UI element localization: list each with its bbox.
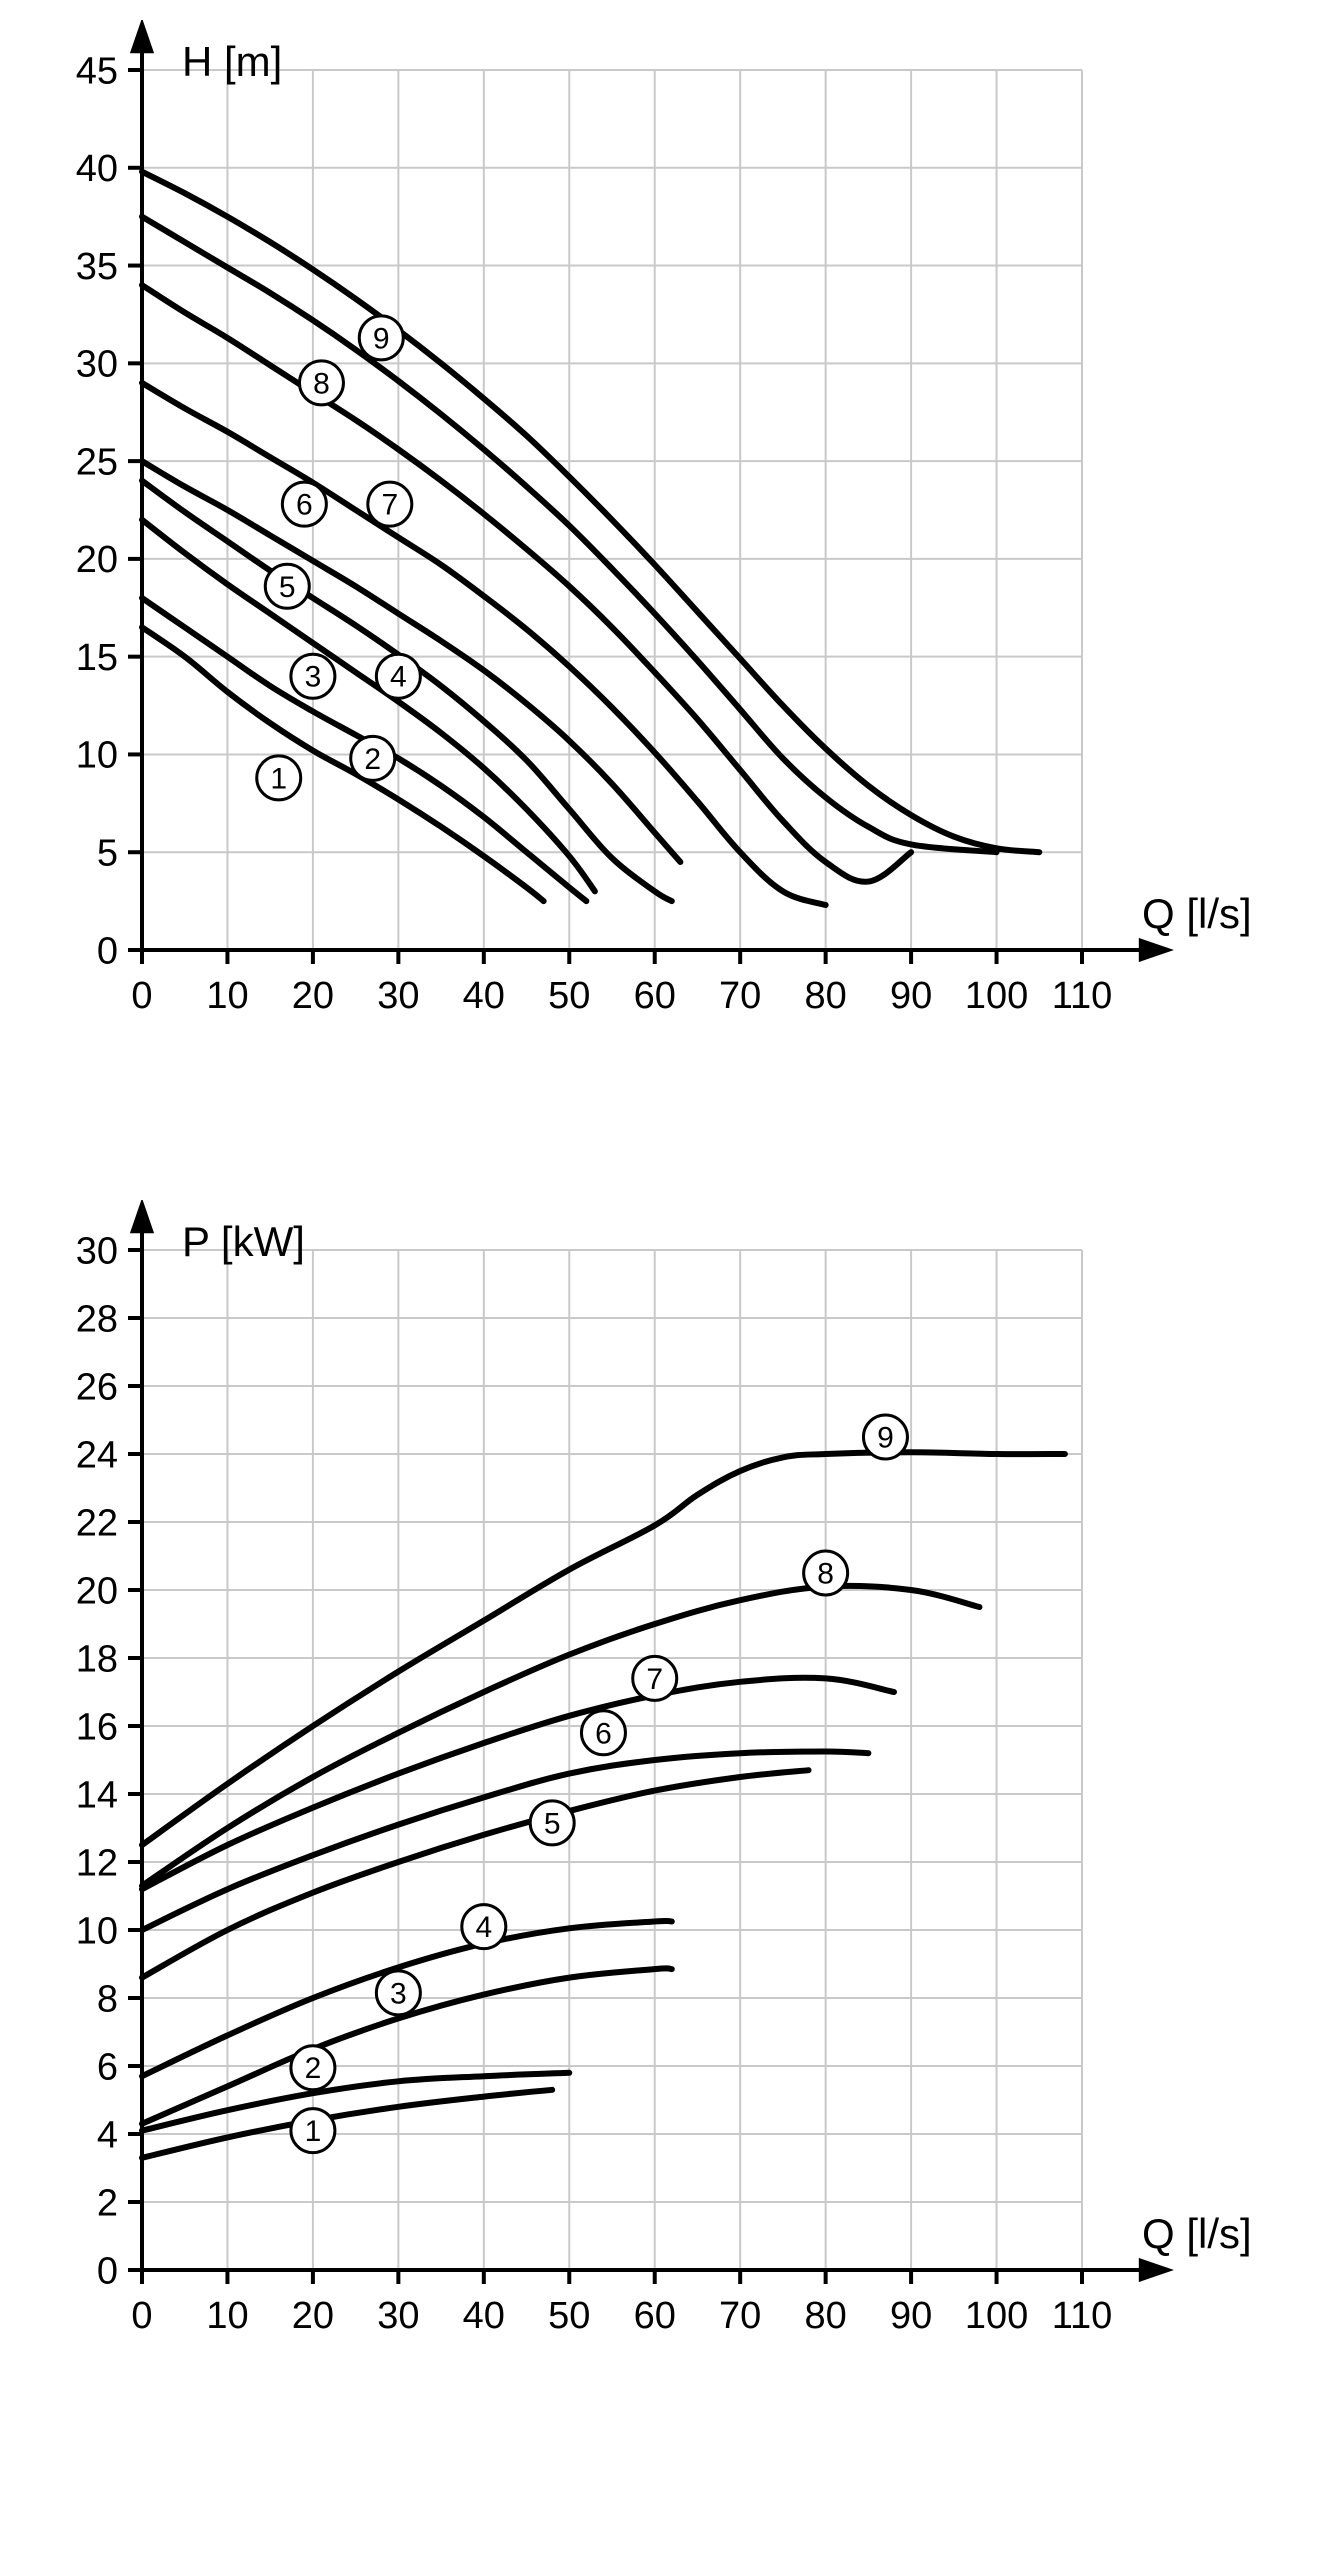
head-xtick-label: 60	[633, 975, 675, 1017]
power-ytick-label: 22	[75, 1502, 117, 1544]
power-y-label: P [kW]	[182, 1218, 305, 1265]
head-badge-label-3: 3	[304, 661, 321, 694]
power-curve-6	[142, 1752, 868, 1931]
power-badges: 1 2 3 4 5 6 7 8 9	[290, 1415, 907, 2153]
head-xtick-label: 110	[1051, 975, 1112, 1017]
head-badge-label-2: 2	[364, 743, 381, 776]
power-ytick-label: 10	[75, 1910, 117, 1952]
power-curve-2	[142, 2073, 569, 2131]
power-ytick-label: 0	[96, 2250, 117, 2292]
power-xtick-label: 70	[719, 2295, 761, 2337]
head-xtick-label: 80	[804, 975, 846, 1017]
power-ytick-label: 28	[75, 1298, 117, 1340]
power-ytick-label: 12	[75, 1842, 117, 1884]
power-badge-label-9: 9	[877, 1422, 894, 1455]
power-ytick-label: 20	[75, 1570, 117, 1612]
power-ytick-label: 14	[75, 1774, 117, 1816]
power-badge-label-6: 6	[595, 1717, 612, 1750]
head-badge-label-1: 1	[270, 762, 287, 795]
head-xtick-label: 10	[206, 975, 248, 1017]
head-badge-label-5: 5	[278, 571, 295, 604]
power-xtick-label: 60	[633, 2295, 675, 2337]
head-xtick-label: 90	[889, 975, 931, 1017]
head-badge-label-8: 8	[313, 367, 330, 400]
head-xtick-label: 20	[291, 975, 333, 1017]
power-ytick-label: 18	[75, 1638, 117, 1680]
power-curve-7	[142, 1678, 894, 1889]
power-badge-label-8: 8	[817, 1558, 834, 1591]
head-badge-label-4: 4	[390, 661, 407, 694]
head-curve-9	[142, 172, 1039, 853]
power-ytick-label: 26	[75, 1366, 117, 1408]
head-ytick-label: 15	[75, 637, 117, 679]
power-xtick-label: 90	[889, 2295, 931, 2337]
head-ytick-label: 20	[75, 539, 117, 581]
power-xtick-label: 100	[964, 2295, 1027, 2337]
power-x-label: Q [l/s]	[1142, 2210, 1252, 2257]
power-badge-label-2: 2	[304, 2052, 321, 2085]
power-curve-9	[142, 1452, 1065, 1845]
power-xtick-label: 80	[804, 2295, 846, 2337]
power-grid	[142, 1250, 1082, 2270]
power-badge-label-3: 3	[390, 1977, 407, 2010]
head-curve-7	[142, 285, 911, 882]
head-y-label: H [m]	[182, 38, 282, 85]
head-xtick-label: 0	[131, 975, 152, 1017]
head-xtick-label: 40	[462, 975, 504, 1017]
head-xtick-label: 100	[964, 975, 1027, 1017]
head-xtick-label: 50	[548, 975, 590, 1017]
power-badge-label-7: 7	[646, 1663, 663, 1696]
power-ytick-label: 24	[75, 1434, 117, 1476]
head-ticks: 0102030405060708090100110051015202530354…	[75, 50, 1112, 1017]
head-x-label: Q [l/s]	[1142, 890, 1252, 937]
power-xtick-label: 40	[462, 2295, 504, 2337]
power-curves	[142, 1452, 1065, 2158]
power-xtick-label: 30	[377, 2295, 419, 2337]
page: 0102030405060708090100110051015202530354…	[0, 0, 1343, 2440]
head-ytick-label: 10	[75, 735, 117, 777]
head-ytick-label: 5	[96, 833, 117, 875]
power-ytick-label: 2	[96, 2182, 117, 2224]
head-chart: 0102030405060708090100110051015202530354…	[32, 20, 1312, 1060]
power-ytick-label: 8	[96, 1978, 117, 2020]
head-xtick-label: 70	[719, 975, 761, 1017]
power-chart: 0102030405060708090100110024681012141618…	[32, 1200, 1312, 2380]
head-xtick-label: 30	[377, 975, 419, 1017]
head-ytick-label: 25	[75, 441, 117, 483]
power-xtick-label: 50	[548, 2295, 590, 2337]
power-ytick-label: 16	[75, 1706, 117, 1748]
power-xtick-label: 110	[1051, 2295, 1112, 2337]
head-ytick-label: 35	[75, 246, 117, 288]
power-badge-label-1: 1	[304, 2115, 321, 2148]
power-ytick-label: 30	[75, 1230, 117, 1272]
head-badge-label-9: 9	[372, 322, 389, 355]
power-badge-label-4: 4	[475, 1911, 492, 1944]
power-xtick-label: 0	[131, 2295, 152, 2337]
power-badge-label-5: 5	[543, 1807, 560, 1840]
head-badge-label-7: 7	[381, 489, 398, 522]
power-ytick-label: 6	[96, 2046, 117, 2088]
head-ytick-label: 30	[75, 344, 117, 386]
head-ytick-label: 40	[75, 148, 117, 190]
head-ytick-label: 0	[96, 930, 117, 972]
head-ytick-label: 45	[75, 50, 117, 92]
power-ytick-label: 4	[96, 2114, 117, 2156]
power-xtick-label: 20	[291, 2295, 333, 2337]
head-badge-label-6: 6	[296, 489, 313, 522]
power-xtick-label: 10	[206, 2295, 248, 2337]
